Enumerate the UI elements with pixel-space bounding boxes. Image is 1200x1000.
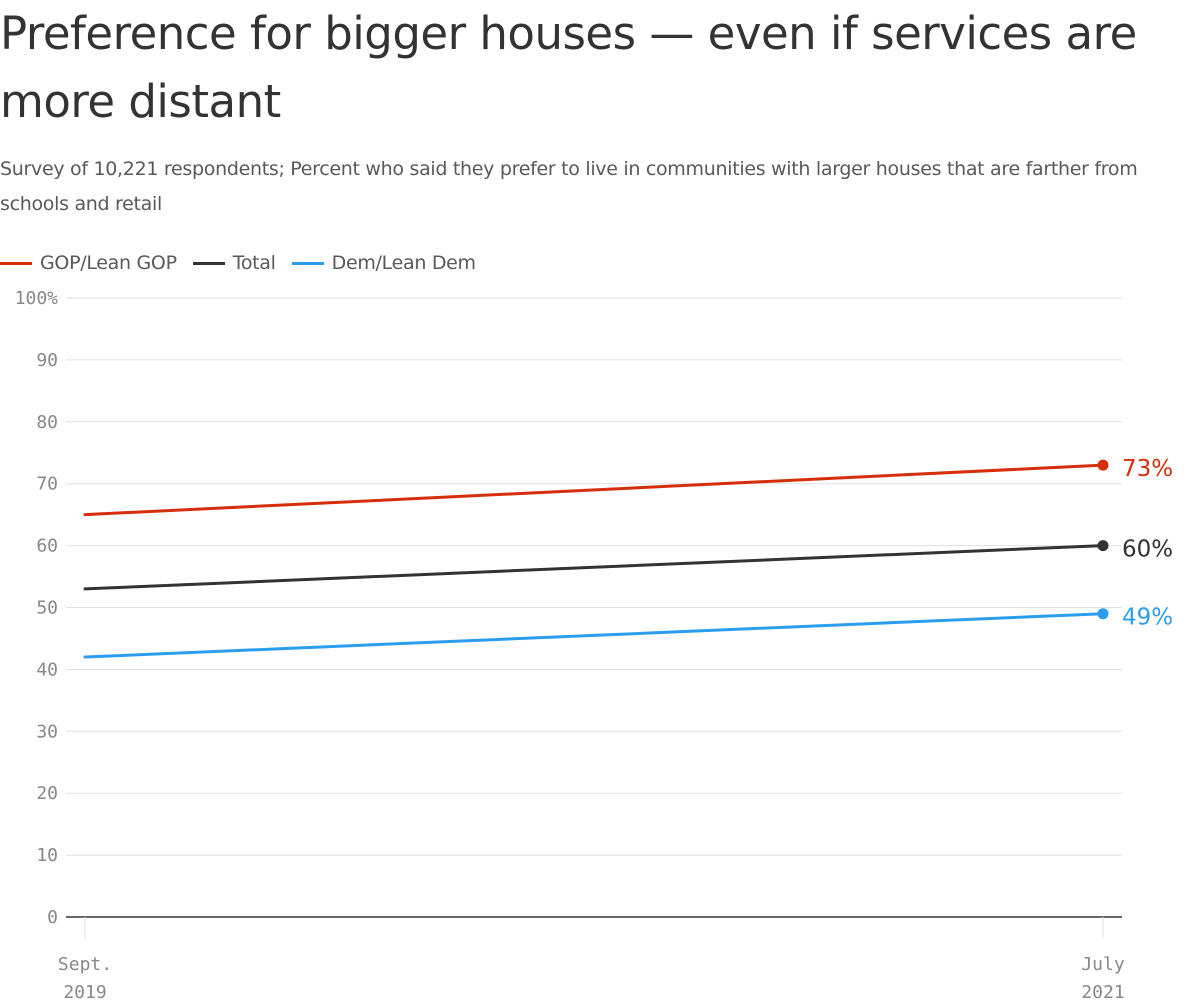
x-tick-label: July 2021 <box>1081 954 1125 1000</box>
y-tick-label: 100% <box>15 288 59 309</box>
chart-subtitle: Survey of 10,221 respondents; Percent wh… <box>0 158 1138 215</box>
x-tick-label: Sept. 2019 <box>58 954 112 1000</box>
series-end-point-total <box>1097 540 1109 552</box>
series-line-gop <box>83 463 1105 517</box>
y-tick-label: 10 <box>36 845 58 866</box>
series-end-label-total: 60% <box>1122 537 1173 563</box>
legend-item-total: Total <box>192 252 276 274</box>
y-tick-label: 90 <box>36 350 58 371</box>
series-line-dem <box>83 612 1105 659</box>
legend-label-gop: GOP/Lean GOP <box>40 252 177 274</box>
legend-label-total: Total <box>232 252 276 274</box>
legend-label-dem: Dem/Lean Dem <box>331 252 476 274</box>
y-tick-label: 40 <box>36 659 58 680</box>
y-tick-label: 0 <box>47 907 58 928</box>
line-chart: 100% 90 80 70 60 50 40 30 20 10 0 Sept. 2019 July 2021… <box>15 288 1173 1000</box>
series-line-total <box>83 544 1105 591</box>
y-tick-label: 70 <box>36 474 58 495</box>
y-tick-label: 80 <box>36 412 58 433</box>
legend-swatch-dem <box>291 261 324 265</box>
y-tick-label: 60 <box>36 536 58 557</box>
series-end-label-dem: 49% <box>1122 605 1173 631</box>
legend-item-gop: GOP/Lean GOP <box>0 252 177 274</box>
legend-swatch-total <box>192 261 225 265</box>
y-tick-label: 30 <box>36 721 58 742</box>
series-end-label-gop: 73% <box>1122 456 1173 482</box>
legend-swatch-gop <box>0 261 32 265</box>
chart-title: Preference for bigger houses — even if s… <box>0 7 1137 128</box>
series-end-point-dem <box>1097 608 1109 620</box>
y-tick-label: 20 <box>36 783 58 804</box>
y-tick-label: 50 <box>36 598 58 619</box>
series-end-point-gop <box>1097 459 1109 471</box>
legend-item-dem: Dem/Lean Dem <box>291 252 476 274</box>
chart-legend: GOP/Lean GOP Total Dem/Lean Dem <box>0 249 492 277</box>
